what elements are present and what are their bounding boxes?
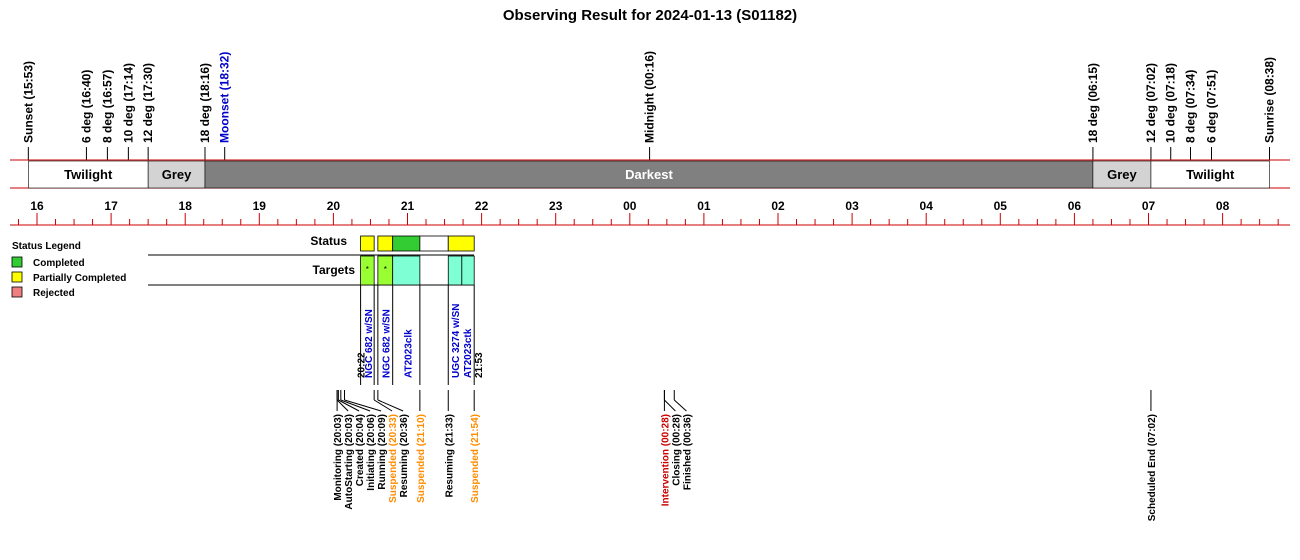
status-legend: Status Legend Completed Partially Complete… bbox=[11, 241, 126, 299]
event-label-1: AutoStarting (20:03) bbox=[344, 414, 355, 510]
event-label-13: Scheduled End (07:02) bbox=[1147, 414, 1158, 521]
hour-tick-label-07-15: 07 bbox=[1142, 199, 1156, 213]
target-block-mark-0: * bbox=[366, 265, 369, 274]
sun-event-label-13: Sunrise (08:38) bbox=[1263, 57, 1277, 143]
sun-event-label-1: 6 deg (16:40) bbox=[79, 70, 93, 143]
target-block-mark-1: * bbox=[384, 265, 387, 274]
target-label-4: UGC 3274 w/SN bbox=[451, 304, 462, 378]
event-connector-5 bbox=[373, 399, 393, 412]
band-label-darkest-2: Darkest bbox=[625, 167, 673, 182]
sun-event-label-11: 8 deg (07:34) bbox=[1184, 70, 1198, 143]
band-grey-1 bbox=[147, 160, 206, 189]
sun-event-label-10: 10 deg (07:18) bbox=[1164, 63, 1178, 143]
legend-swatch-partially-completed bbox=[11, 271, 23, 283]
hour-tick-label-04-12: 04 bbox=[920, 199, 934, 213]
hour-tick-label-21-5: 21 bbox=[401, 199, 415, 213]
target-label-5: AT2023ctk bbox=[463, 328, 474, 378]
sun-event-label-12: 6 deg (07:51) bbox=[1204, 70, 1218, 143]
event-connector-12 bbox=[673, 399, 687, 412]
hour-tick-label-01-9: 01 bbox=[697, 199, 711, 213]
sun-event-label-9: 12 deg (07:02) bbox=[1144, 63, 1158, 143]
event-connector-6 bbox=[377, 399, 404, 412]
legend-swatch-rejected bbox=[11, 286, 23, 298]
event-connector-2 bbox=[338, 399, 360, 412]
event-label-3: Initiating (20:06) bbox=[366, 414, 377, 491]
event-label-8: Resuming (21:33) bbox=[444, 414, 455, 497]
sun-event-label-5: 18 deg (18:16) bbox=[198, 63, 212, 143]
hour-tick-label-19-3: 19 bbox=[253, 199, 267, 213]
target-block-2 bbox=[392, 255, 421, 286]
sun-event-label-7: Midnight (00:16) bbox=[643, 51, 657, 143]
hour-tick-label-17-1: 17 bbox=[104, 199, 118, 213]
night-bands-group: Twilight Grey Darkest Grey Twilight bbox=[10, 159, 1290, 189]
status-target-rows: Status Targets * * bbox=[148, 234, 475, 385]
legend-swatch-completed bbox=[11, 256, 23, 268]
band-label-grey-3: Grey bbox=[1107, 167, 1137, 182]
target-block-0 bbox=[360, 255, 375, 286]
band-darkest-2 bbox=[204, 160, 1094, 189]
target-label-6: 21:53 bbox=[474, 352, 485, 378]
band-twilight-0 bbox=[28, 160, 149, 189]
target-block-3 bbox=[447, 255, 463, 286]
target-label-1: NGC 682 w/SN bbox=[364, 309, 375, 378]
legend-label-rejected: Rejected bbox=[33, 288, 75, 299]
target-label-0: 20:22 bbox=[357, 352, 368, 378]
status-row-label: Status bbox=[310, 234, 347, 248]
legend-label-completed: Completed bbox=[33, 258, 85, 269]
hour-tick-label-06-14: 06 bbox=[1068, 199, 1082, 213]
status-block-3 bbox=[419, 235, 449, 252]
hour-axis-group: 16 17 18 19 20 21 22 23 00 01 02 03 04 05 06 07 08 bbox=[10, 199, 1290, 226]
target-label-2: NGC 682 w/SN bbox=[381, 309, 392, 378]
sun-event-label-2: 8 deg (16:57) bbox=[100, 70, 114, 143]
chart-title: Observing Result for 2024-01-13 (S01182) bbox=[503, 7, 797, 24]
event-label-5: Suspended (20:33) bbox=[388, 414, 399, 503]
band-twilight-4 bbox=[1150, 160, 1270, 189]
band-grey-3 bbox=[1092, 160, 1152, 189]
legend-label-partially-completed: Partially Completed bbox=[33, 273, 126, 284]
legend-title: Status Legend bbox=[12, 241, 81, 252]
band-label-twilight-4: Twilight bbox=[1186, 167, 1235, 182]
event-connector-4 bbox=[344, 399, 382, 412]
hour-tick-label-22-6: 22 bbox=[475, 199, 489, 213]
target-label-3: AT2023clk bbox=[404, 329, 415, 378]
hour-tick-label-08-16: 08 bbox=[1216, 199, 1230, 213]
sun-event-label-6: Moonset (18:32) bbox=[218, 52, 232, 143]
hour-tick-label-16-0: 16 bbox=[30, 199, 44, 213]
event-label-9: Suspended (21:54) bbox=[470, 414, 481, 503]
target-block-4 bbox=[461, 255, 475, 286]
event-label-0: Monitoring (20:03) bbox=[333, 414, 344, 501]
band-label-twilight-0: Twilight bbox=[64, 167, 113, 182]
hour-tick-label-02-10: 02 bbox=[771, 199, 785, 213]
hour-tick-label-18-2: 18 bbox=[179, 199, 193, 213]
hour-tick-label-23-7: 23 bbox=[549, 199, 563, 213]
event-label-6: Resuming (20:36) bbox=[399, 414, 410, 497]
event-label-10: Intervention (00:28) bbox=[660, 414, 671, 506]
sun-event-label-0: Sunset (15:53) bbox=[21, 61, 35, 143]
event-connector-3 bbox=[340, 399, 371, 412]
event-label-7: Suspended (21:10) bbox=[416, 414, 427, 503]
sun-event-label-3: 10 deg (17:14) bbox=[121, 63, 135, 143]
event-connector-11 bbox=[664, 399, 676, 412]
sun-events-group: Sunset (15:53) 6 deg (16:40) 8 deg (16:57)… bbox=[21, 51, 1277, 160]
event-label-12: Finished (00:36) bbox=[682, 414, 693, 490]
status-block-0 bbox=[360, 235, 375, 252]
targets-row-label: Targets bbox=[313, 263, 356, 277]
events-group: Monitoring (20:03) AutoStarting (20:03) Cr… bbox=[333, 390, 1158, 521]
sun-event-label-8: 18 deg (06:15) bbox=[1086, 63, 1100, 143]
sun-event-label-4: 12 deg (17:30) bbox=[141, 63, 155, 143]
band-label-grey-1: Grey bbox=[162, 167, 192, 182]
status-block-1 bbox=[377, 235, 394, 252]
event-label-11: Closing (00:28) bbox=[671, 414, 682, 486]
event-label-4: Running (20:09) bbox=[377, 414, 388, 490]
hour-tick-label-20-4: 20 bbox=[327, 199, 341, 213]
event-connector-1 bbox=[336, 399, 349, 412]
event-label-2: Created (20:04) bbox=[355, 414, 366, 486]
hour-tick-label-03-11: 03 bbox=[845, 199, 859, 213]
hour-tick-label-05-13: 05 bbox=[994, 199, 1008, 213]
status-block-2 bbox=[392, 235, 421, 252]
hour-tick-label-00-8: 00 bbox=[623, 199, 637, 213]
status-block-4 bbox=[447, 235, 475, 252]
